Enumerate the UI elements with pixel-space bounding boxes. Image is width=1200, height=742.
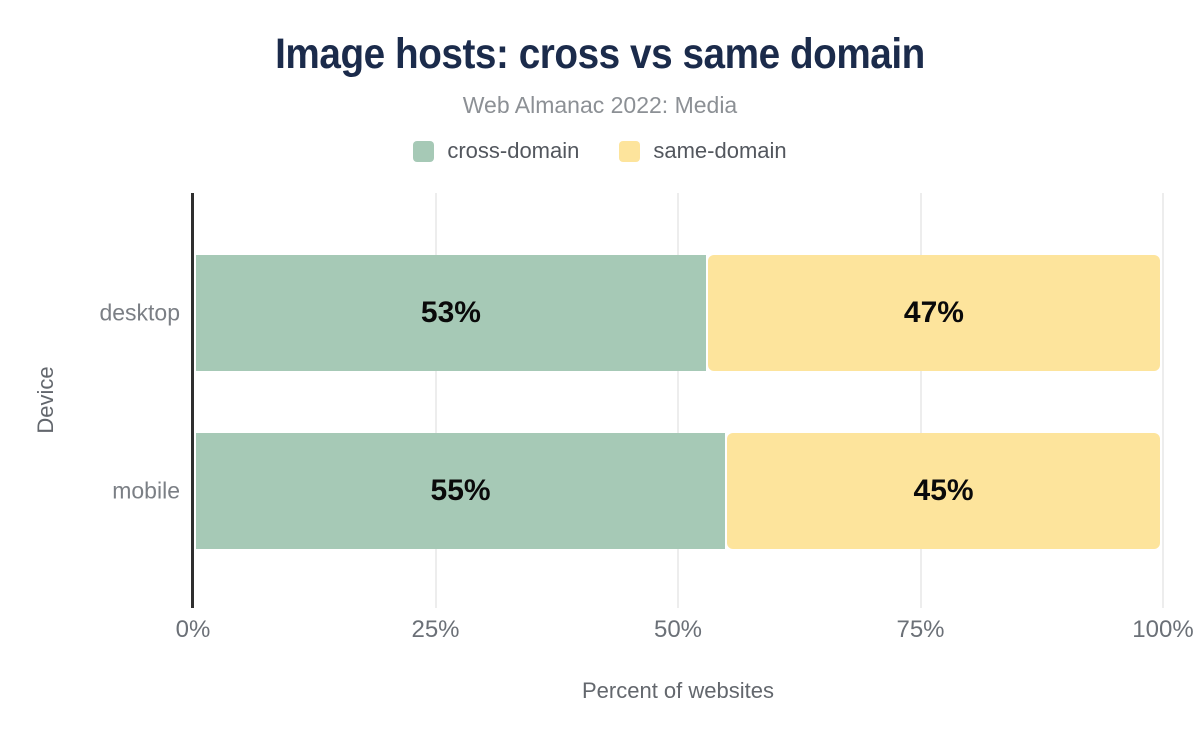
legend-label: same-domain xyxy=(653,138,787,163)
legend: cross-domain same-domain xyxy=(0,138,1200,164)
bar-segment-mobile-same-domain: 45% xyxy=(727,433,1160,549)
chart-subtitle: Web Almanac 2022: Media xyxy=(462,92,738,118)
bar-desktop: 53% 47% xyxy=(196,255,1160,371)
y-axis-line xyxy=(191,193,194,608)
gridline-100 xyxy=(1162,193,1164,608)
gridline-25 xyxy=(434,193,437,608)
legend-label: cross-domain xyxy=(447,138,580,163)
bar-segment-desktop-same-domain: 47% xyxy=(707,255,1160,371)
category-label-desktop: desktop xyxy=(99,299,180,326)
plot-area: 53% 47% 55% 45% xyxy=(191,193,1164,608)
x-tick-label-0: 0% xyxy=(175,616,211,643)
x-tick-label-100: 100% xyxy=(1132,616,1194,643)
x-tick-label-75: 75% xyxy=(896,616,945,643)
bar-mobile: 55% 45% xyxy=(196,433,1160,549)
y-axis-title: Device xyxy=(33,366,58,434)
x-tick-label-50: 50% xyxy=(653,616,703,643)
category-label-mobile: mobile xyxy=(112,477,180,504)
gridline-50 xyxy=(677,193,679,608)
legend-item-cross-domain: cross-domain xyxy=(413,138,579,164)
legend-swatch-cross-domain xyxy=(413,140,435,162)
bar-segment-desktop-cross-domain: 53% xyxy=(196,255,706,371)
x-axis-title: Percent of websites xyxy=(582,678,774,703)
x-tick-label-25: 25% xyxy=(411,616,460,643)
legend-swatch-same-domain xyxy=(619,140,641,162)
gridline-75 xyxy=(919,193,922,608)
bar-segment-mobile-cross-domain: 55% xyxy=(196,433,726,549)
chart-title: Image hosts: cross vs same domain xyxy=(275,30,925,78)
legend-item-same-domain: same-domain xyxy=(619,138,787,164)
